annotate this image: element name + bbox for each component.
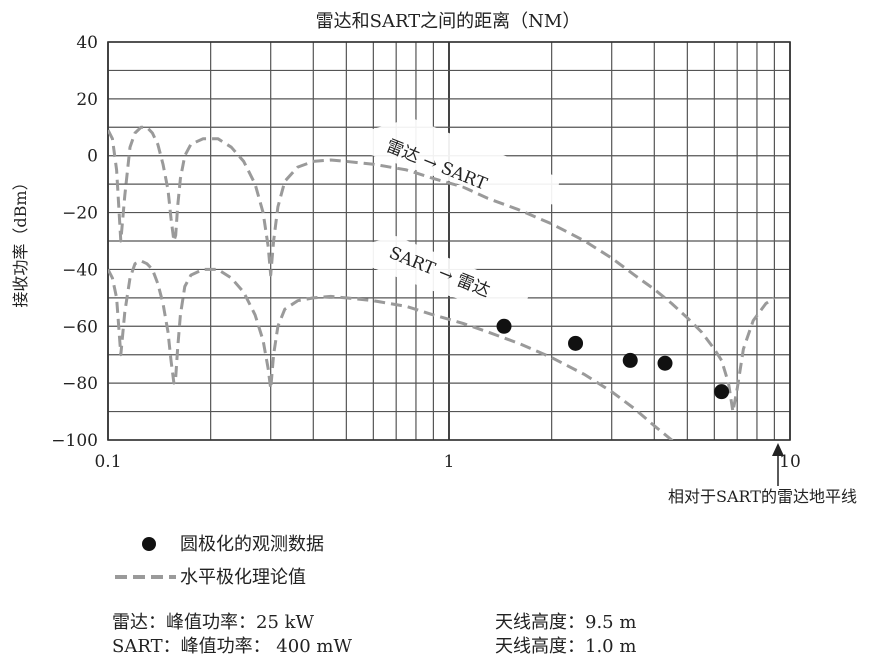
measured-point bbox=[496, 318, 512, 334]
y-tick-labels: 40 20 0 −20 −40 −60 −80 −100 bbox=[51, 33, 98, 451]
horizon-arrow-head bbox=[772, 443, 784, 456]
chart-legend: 圆极化的观测数据 水平极化理论值 bbox=[115, 534, 324, 588]
y-tick-label: −20 bbox=[62, 204, 98, 224]
spec-radar-peak: 雷达：峰值功率：25 kW bbox=[112, 612, 315, 633]
y-axis-label: 接收功率（dBm） bbox=[11, 174, 30, 307]
measured-point bbox=[657, 355, 673, 371]
x-tick-label: 1 bbox=[444, 452, 455, 472]
legend-label-theory: 水平极化理论值 bbox=[180, 567, 306, 588]
y-tick-label: 20 bbox=[76, 90, 98, 110]
annotation-radar-to-sart: 雷达 → SART bbox=[362, 118, 560, 205]
chart-grid bbox=[107, 41, 791, 441]
y-tick-label: −80 bbox=[62, 374, 98, 394]
annotation-sart-to-radar: SART → 雷达 bbox=[358, 236, 530, 318]
spec-sart-height: 天线高度：1.0 m bbox=[495, 636, 637, 657]
spec-sart-peak: SART：峰值功率： 400 mW bbox=[112, 636, 352, 657]
x-tick-label: 10 bbox=[779, 452, 801, 472]
y-tick-label: −100 bbox=[51, 431, 98, 451]
y-tick-label: −40 bbox=[62, 260, 98, 280]
spec-radar-height: 天线高度：9.5 m bbox=[495, 612, 637, 633]
legend-marker-dot bbox=[142, 537, 156, 551]
chart-title: 雷达和SART之间的距离（NM） bbox=[316, 11, 581, 32]
series-line-sart_to_radar_theory bbox=[108, 259, 675, 440]
horizon-marker: 相对于SART的雷达地平线 bbox=[668, 443, 857, 506]
x-tick-labels: 0.1 1 10 bbox=[94, 452, 800, 472]
series-line-radar_to_sart_theory bbox=[108, 125, 776, 414]
measured-point bbox=[568, 335, 584, 351]
y-tick-label: −60 bbox=[62, 317, 98, 337]
plot-area-frame bbox=[107, 41, 791, 441]
chart-series bbox=[108, 125, 776, 440]
measured-point bbox=[622, 352, 638, 368]
y-tick-label: 0 bbox=[87, 147, 98, 167]
x-tick-label: 0.1 bbox=[94, 452, 121, 472]
measured-point bbox=[714, 384, 730, 400]
legend-label-measured: 圆极化的观测数据 bbox=[180, 534, 324, 555]
horizon-label: 相对于SART的雷达地平线 bbox=[668, 487, 857, 506]
y-tick-label: 40 bbox=[76, 33, 98, 53]
